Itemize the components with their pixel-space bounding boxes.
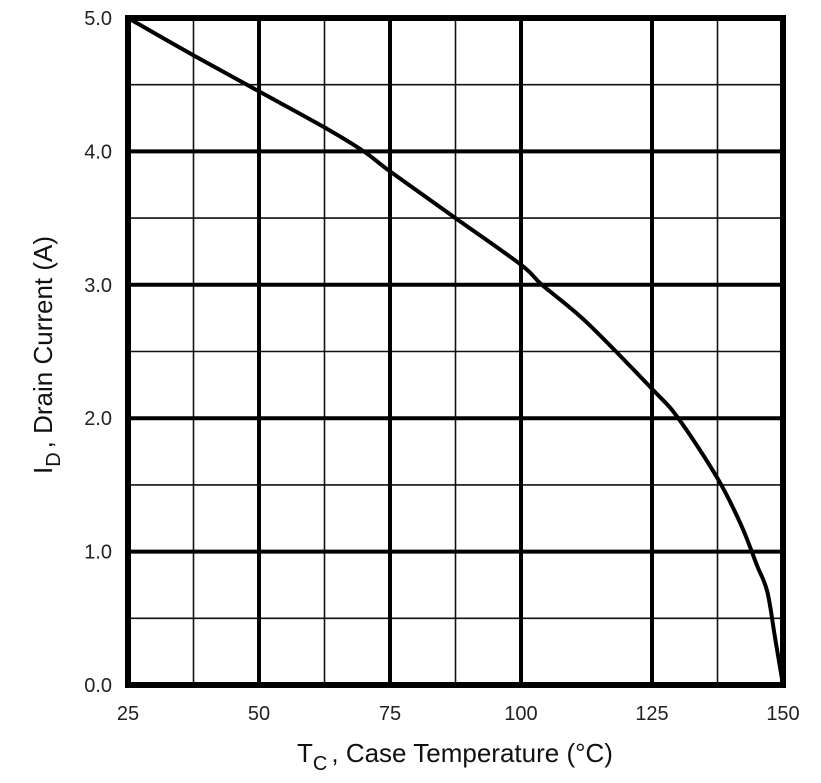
y-axis-label: ID , Drain Current (A) [28, 236, 65, 474]
drain-current-curve [126, 16, 785, 687]
y-axis-label-sub: D [43, 452, 65, 466]
major-grid [126, 16, 785, 687]
plot-frame [125, 15, 786, 688]
y-tick-label: 3.0 [84, 275, 112, 297]
x-axis-label-rest: , Case Temperature (°C) [331, 738, 613, 768]
y-axis-tick-labels: 0.0 1.0 2.0 3.0 4.0 5.0 [84, 8, 112, 697]
x-axis-label: TC, Case Temperature (°C) [297, 738, 613, 775]
x-tick-label: 150 [766, 703, 799, 725]
x-tick-label: 50 [248, 703, 270, 725]
x-tick-label: 100 [504, 703, 537, 725]
y-tick-label: 4.0 [84, 141, 112, 163]
y-tick-label: 2.0 [84, 408, 112, 430]
x-axis-label-sub: C [313, 753, 327, 775]
x-tick-label: 125 [635, 703, 668, 725]
y-tick-label: 0.0 [84, 675, 112, 697]
x-tick-label: 75 [379, 703, 401, 725]
x-tick-label: 25 [117, 703, 139, 725]
y-tick-label: 1.0 [84, 542, 112, 564]
y-tick-label: 5.0 [84, 8, 112, 30]
y-axis-label-rest: , Drain Current (A) [28, 236, 58, 448]
y-axis-label-main: I [28, 467, 58, 474]
minor-grid [128, 18, 783, 685]
x-axis-label-main: T [297, 738, 313, 768]
x-axis-tick-labels: 25 50 75 100 125 150 [117, 703, 800, 725]
